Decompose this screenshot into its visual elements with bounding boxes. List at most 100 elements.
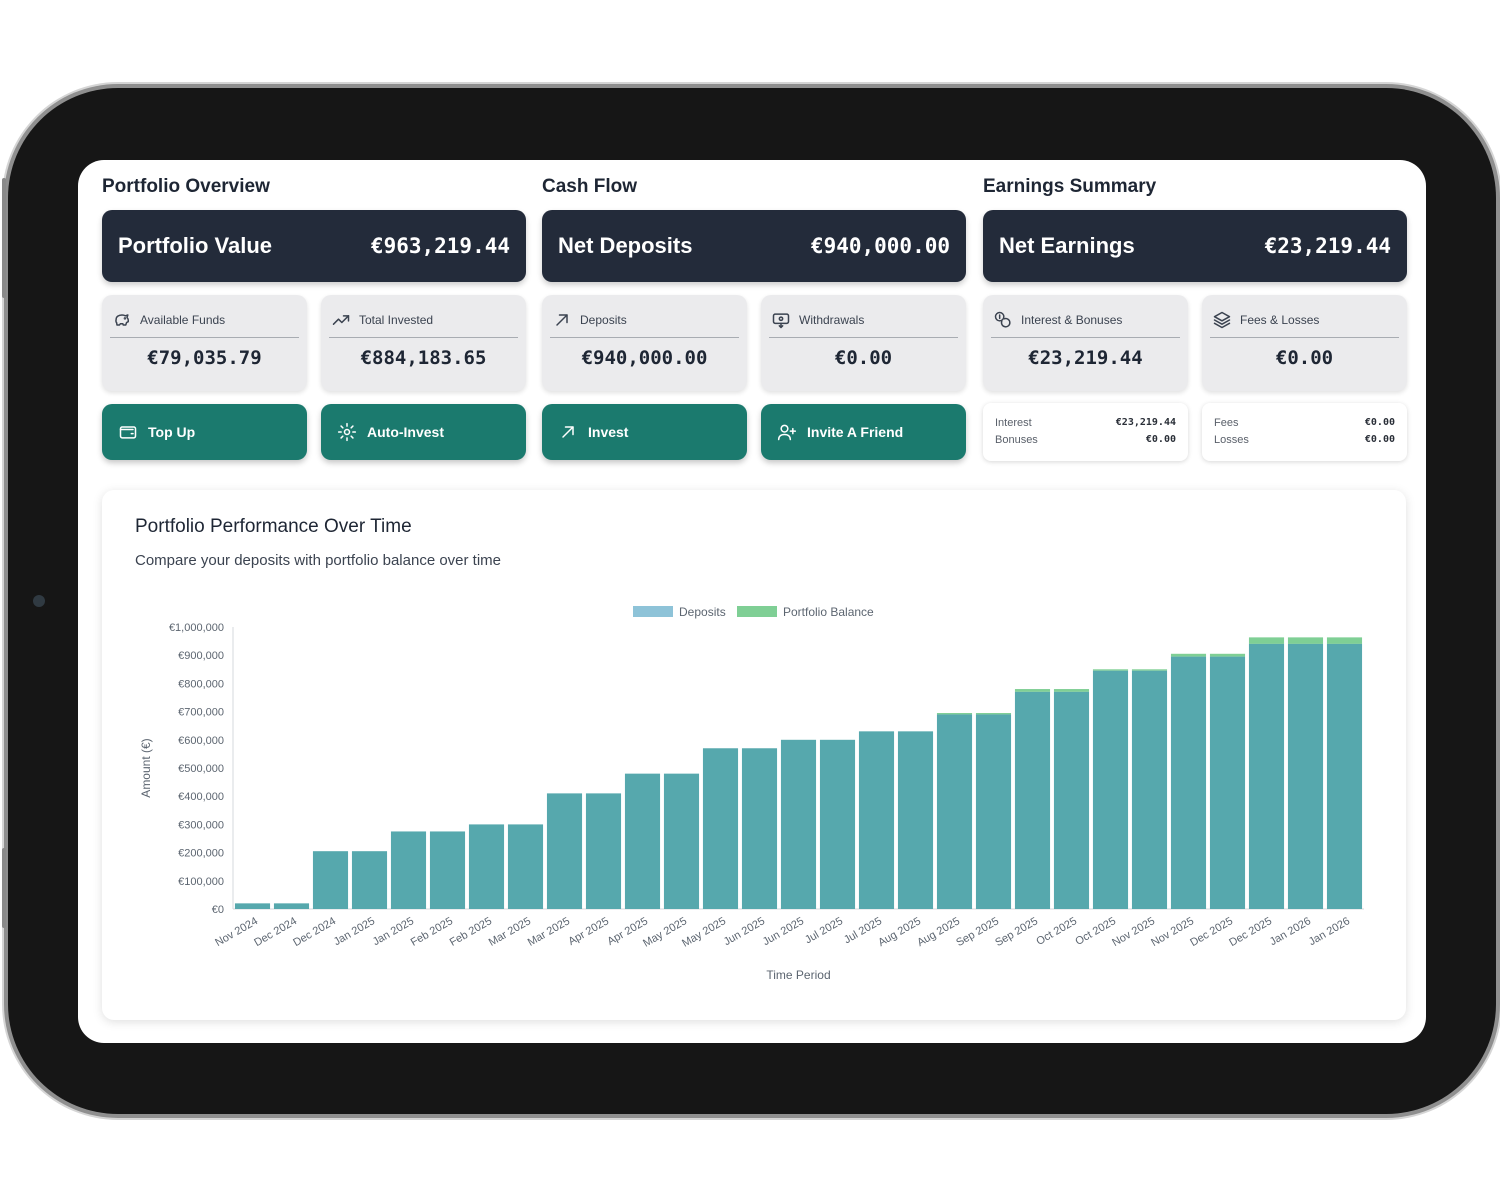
section-title: Portfolio Overview (102, 176, 270, 197)
x-tick-label: Sep 2025 (954, 915, 1001, 949)
x-tick-label: Jan 2025 (332, 915, 377, 948)
y-tick-label: €900,000 (178, 650, 224, 662)
bar-deposit (1326, 643, 1363, 909)
withdraw-icon (772, 313, 790, 329)
x-tick-label: Apr 2025 (566, 915, 611, 948)
bar-deposit (975, 714, 1012, 909)
bar-balance (936, 713, 973, 715)
bar-deposit (1092, 670, 1129, 909)
y-tick-label: €0 (212, 904, 224, 916)
x-tick-label: Mar 2025 (526, 915, 572, 949)
bar-deposit (702, 748, 739, 909)
button-label: Auto-Invest (367, 424, 444, 440)
button-label: Top Up (148, 424, 196, 440)
x-tick-label: Dec 2025 (1227, 915, 1274, 949)
breakdown-label: Fees (1214, 417, 1239, 429)
x-axis-title: Time Period (766, 968, 830, 982)
bar-deposit (741, 748, 778, 909)
deposits-card: Deposits €940,000.00 (542, 295, 747, 391)
stat-header: Fees & Losses (1210, 303, 1399, 338)
x-tick-label: Jan 2026 (1307, 915, 1352, 948)
bar-balance (1287, 637, 1324, 644)
bar-balance (1131, 669, 1168, 671)
performance-chart-card: Portfolio Performance Over Time Compare … (102, 490, 1406, 1020)
side-button (2, 848, 6, 928)
bar-deposit (1131, 670, 1168, 909)
hero-label: Net Deposits (558, 233, 693, 258)
bar-deposit (858, 731, 895, 909)
stat-value: €0.00 (1275, 347, 1334, 369)
x-tick-label: Oct 2025 (1073, 915, 1118, 948)
hero-value: €23,219.44 (1264, 234, 1391, 258)
bar-deposit (1170, 656, 1207, 909)
interest-breakdown: Interest €23,219.44 Bonuses €0.00 (983, 403, 1188, 461)
breakdown-row: Losses €0.00 (1214, 434, 1395, 446)
x-tick-label: May 2025 (680, 915, 728, 950)
bar-balance (1092, 669, 1129, 671)
bar-deposit (1287, 643, 1324, 909)
stat-label: Deposits (580, 313, 627, 327)
bar-deposit (663, 773, 700, 909)
bar-balance (1053, 689, 1090, 692)
y-tick-label: €200,000 (178, 848, 224, 860)
bar-balance (1209, 653, 1246, 657)
hero-label: Portfolio Value (118, 233, 273, 258)
bar-deposit (273, 903, 310, 909)
legend-swatch-deposits (633, 606, 673, 617)
arrow-up-right-icon (556, 314, 568, 326)
bar-balance (1248, 637, 1285, 644)
bar-deposit (507, 824, 544, 909)
total-invested-card: Total Invested €884,183.65 (321, 295, 526, 391)
chart-title: Portfolio Performance Over Time (135, 516, 412, 537)
breakdown-value: €23,219.44 (1115, 417, 1176, 428)
hero-label: Net Earnings (999, 233, 1135, 258)
breakdown-value: €0.00 (1145, 434, 1176, 445)
y-tick-label: €300,000 (178, 819, 224, 831)
app-screen: Portfolio Overview Portfolio Value €963,… (78, 160, 1426, 1043)
wallet-icon (119, 426, 137, 439)
breakdown-label: Losses (1214, 434, 1249, 446)
interest-bonuses-card: Interest & Bonuses €23,219.44 (983, 295, 1188, 391)
invite-friend-button[interactable]: Invite A Friend (761, 404, 966, 460)
legend-swatch-balance (737, 606, 777, 617)
y-tick-label: €100,000 (178, 876, 224, 888)
bar-deposit (546, 793, 583, 909)
y-tick-label: €500,000 (178, 763, 224, 775)
breakdown-row: Fees €0.00 (1214, 417, 1395, 429)
stat-value: €884,183.65 (360, 347, 487, 369)
chart-subtitle: Compare your deposits with portfolio bal… (135, 552, 502, 569)
stat-label: Fees & Losses (1240, 313, 1320, 327)
top-up-button[interactable]: Top Up (102, 404, 307, 460)
bar-deposit (819, 739, 856, 909)
x-tick-label: Aug 2025 (876, 915, 923, 949)
bar-deposit (624, 773, 661, 909)
net-deposits-card: Net Deposits €940,000.00 (542, 210, 966, 282)
section-title: Earnings Summary (983, 176, 1157, 197)
x-tick-label: Jun 2025 (722, 915, 767, 948)
breakdown-value: €0.00 (1364, 417, 1395, 428)
stat-header: Available Funds (110, 303, 299, 338)
button-label: Invest (588, 424, 629, 440)
x-tick-label: Nov 2025 (1149, 915, 1196, 949)
bar-deposit (468, 824, 505, 909)
bar-deposit (1209, 656, 1246, 909)
bar-deposit (585, 793, 622, 909)
invest-button[interactable]: Invest (542, 404, 747, 460)
bar-balance (975, 713, 1012, 715)
bar-deposit (1053, 691, 1090, 909)
y-tick-label: €400,000 (178, 791, 224, 803)
stat-header: Withdrawals (769, 303, 958, 338)
bar-deposit (936, 714, 973, 909)
bar-deposit (1248, 643, 1285, 909)
x-tick-label: Oct 2025 (1034, 915, 1079, 948)
camera-icon (33, 595, 45, 607)
x-tick-label: Dec 2024 (252, 915, 299, 949)
auto-invest-button[interactable]: Auto-Invest (321, 404, 526, 460)
x-tick-label: Aug 2025 (915, 915, 962, 949)
arrow-up-right-icon (562, 426, 574, 438)
available-funds-card: Available Funds €79,035.79 (102, 295, 307, 391)
withdrawals-card: Withdrawals €0.00 (761, 295, 966, 391)
bar-deposit (429, 831, 466, 909)
trending-up-icon (332, 315, 350, 325)
breakdown-value: €0.00 (1364, 434, 1395, 445)
